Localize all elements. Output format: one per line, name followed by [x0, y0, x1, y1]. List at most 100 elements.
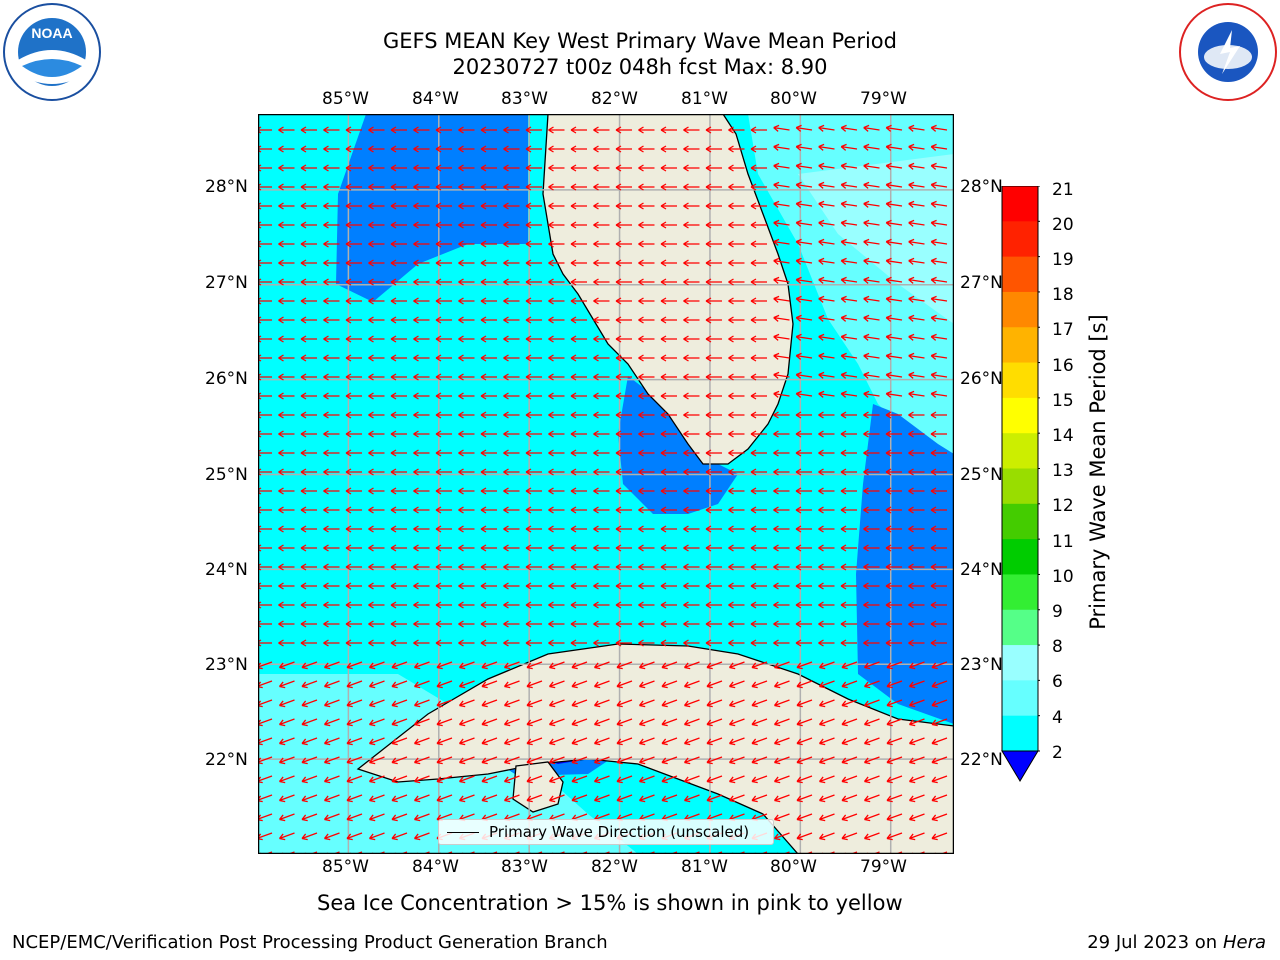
wave-arrow: [818, 468, 835, 476]
wave-arrow: [908, 487, 925, 495]
wave-arrow: [571, 661, 588, 670]
wave-arrow: [458, 392, 475, 400]
wave-arrow: [548, 775, 565, 784]
wave-arrow: [818, 333, 835, 341]
nws-logo: [1178, 2, 1278, 102]
wave-arrow: [301, 661, 318, 670]
wave-arrow: [728, 756, 745, 765]
wave-arrow: [525, 563, 542, 571]
wave-arrow: [840, 314, 858, 322]
wave-arrow: [683, 737, 700, 746]
wave-arrow: [301, 680, 318, 689]
wave-arrow: [278, 487, 295, 495]
wave-arrow: [773, 371, 790, 379]
wave-arrow: [863, 525, 880, 533]
legend-line-swatch: [447, 832, 479, 833]
wave-arrow: [278, 620, 295, 628]
wave-arrow: [481, 737, 498, 746]
wave-arrow: [885, 449, 902, 457]
wave-arrow: [593, 335, 610, 343]
wave-arrow: [526, 794, 543, 803]
wave-arrow: [278, 680, 295, 689]
wave-arrow: [795, 333, 813, 341]
wave-arrow: [480, 221, 497, 229]
wave-arrow: [300, 601, 317, 609]
wave-arrow: [368, 221, 385, 229]
colorbar-tick-4: 4: [1052, 708, 1063, 728]
wave-arrow: [300, 392, 317, 400]
wave-arrow: [278, 661, 295, 670]
wave-arrow: [886, 661, 903, 670]
wave-arrow: [615, 126, 632, 134]
footer-date: 29 Jul 2023 on Hera: [1087, 932, 1266, 953]
wave-arrow: [525, 240, 542, 248]
wave-arrow: [638, 487, 655, 495]
wave-arrow: [908, 620, 925, 628]
wave-arrow: [413, 297, 430, 305]
wave-arrow: [840, 200, 858, 208]
wave-arrow: [931, 794, 948, 803]
wave-arrow: [345, 164, 362, 172]
wave-arrow: [570, 202, 587, 210]
wave-arrow: [480, 449, 497, 457]
wave-arrow: [885, 390, 903, 398]
wave-arrow: [593, 775, 610, 784]
wave-arrow: [773, 661, 790, 670]
wave-arrow: [863, 718, 880, 727]
wave-arrow: [930, 238, 948, 246]
wave-arrow: [593, 202, 610, 210]
wave-arrow: [660, 601, 677, 609]
wave-arrow: [615, 544, 632, 552]
wave-arrow: [413, 756, 430, 765]
wave-arrow: [705, 468, 722, 476]
wave-arrow: [638, 468, 655, 476]
lat-tick-left-2: 26°N: [205, 369, 248, 389]
wave-arrow: [593, 411, 610, 419]
wave-arrow: [661, 699, 678, 708]
wave-arrow: [390, 563, 407, 571]
wave-arrow: [390, 259, 407, 267]
wave-arrow: [525, 297, 542, 305]
wave-arrow: [548, 661, 565, 670]
wave-arrow: [795, 371, 813, 379]
wave-arrow: [548, 639, 565, 647]
wave-arrow: [278, 335, 295, 343]
wave-arrow: [750, 563, 767, 571]
wave-arrow: [278, 145, 295, 153]
wave-arrow: [750, 373, 767, 381]
wave-arrow: [885, 257, 903, 265]
wave-arrow: [705, 240, 722, 248]
wave-arrow: [660, 430, 677, 438]
wave-arrow: [773, 468, 790, 476]
wave-arrow: [660, 221, 677, 229]
wave-arrow: [930, 430, 947, 438]
lat-tick-left-4: 24°N: [205, 560, 248, 580]
wave-arrow: [593, 297, 610, 305]
wave-arrow: [548, 145, 565, 153]
wave-arrow: [795, 620, 812, 628]
wave-arrow: [278, 718, 295, 727]
colorbar-segment: [1002, 609, 1038, 646]
wave-arrow: [683, 718, 700, 727]
wave-arrow: [368, 775, 385, 784]
wave-arrow: [525, 316, 542, 324]
wave-arrow: [660, 468, 677, 476]
wave-arrow: [503, 145, 520, 153]
wave-arrow: [548, 354, 565, 362]
wave-arrow: [345, 126, 362, 134]
wave-arrow: [323, 737, 340, 746]
wave-arrow: [615, 164, 632, 172]
wave-arrow: [638, 775, 655, 784]
wave-arrow: [278, 373, 295, 381]
wave-arrow: [435, 582, 452, 590]
wave-arrow: [863, 200, 880, 208]
wave-arrow: [683, 449, 700, 457]
wave-arrow: [840, 238, 858, 246]
wave-arrow: [885, 276, 903, 284]
colorbar-segment: [1002, 221, 1038, 258]
wave-arrow: [683, 373, 700, 381]
wave-arrow: [795, 487, 812, 495]
wave-arrow: [615, 354, 632, 362]
wave-arrow: [481, 680, 498, 689]
lon-tick-bottom-3: 82°W: [591, 857, 638, 877]
